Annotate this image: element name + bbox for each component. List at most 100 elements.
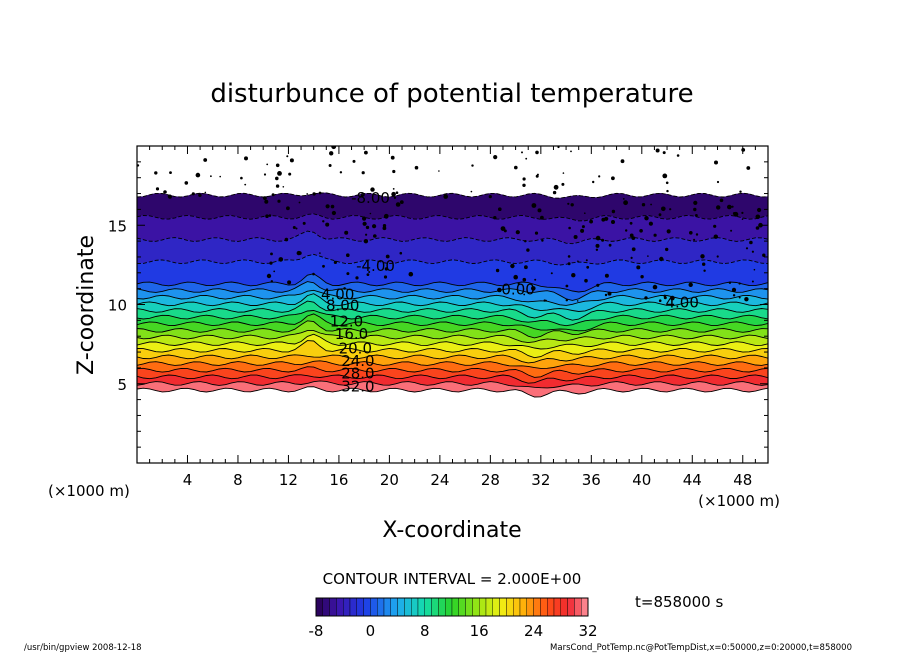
noise-speck — [288, 172, 292, 176]
x-unit-left: (×1000 m) — [48, 482, 130, 500]
noise-speck — [277, 199, 281, 203]
colorbar-tick-label: 0 — [366, 622, 376, 640]
noise-speck — [268, 214, 272, 217]
noise-speck — [493, 216, 497, 220]
noise-speck — [669, 208, 672, 211]
noise-speck — [497, 287, 502, 293]
noise-speck — [328, 164, 332, 167]
noise-speck — [665, 247, 669, 252]
noise-speck — [531, 286, 536, 291]
contour-label: 4.00 — [665, 293, 698, 311]
contour-label: 4.00 — [321, 286, 354, 304]
colorbar-segment — [349, 597, 358, 617]
noise-speck — [744, 297, 749, 302]
noise-speck — [757, 207, 762, 213]
contour-label: 0.00 — [501, 281, 534, 299]
noise-speck — [526, 248, 530, 252]
noise-speck — [471, 164, 474, 167]
chart-title: disturbunce of potential temperature — [210, 79, 693, 109]
plot-area — [137, 146, 768, 398]
noise-speck — [728, 281, 732, 284]
noise-speck — [531, 203, 537, 208]
colorbar-segment — [404, 597, 412, 617]
noise-speck — [514, 165, 518, 170]
noise-speck — [622, 198, 625, 200]
noise-speck — [399, 200, 404, 205]
noise-speck — [364, 150, 368, 155]
colorbar-segment — [499, 597, 507, 617]
colorbar-segment — [390, 597, 398, 617]
noise-speck — [695, 233, 699, 236]
noise-speck — [438, 170, 440, 172]
noise-speck — [592, 180, 595, 184]
noise-speck — [488, 195, 492, 199]
noise-speck — [595, 235, 601, 241]
noise-speck — [655, 148, 660, 153]
noise-speck — [751, 250, 755, 253]
y-tick-label: 10 — [108, 297, 127, 315]
contour-line — [137, 380, 768, 389]
noise-speck — [689, 231, 693, 235]
noise-speck — [339, 171, 343, 174]
x-tick-label: 20 — [380, 471, 399, 489]
noise-speck — [589, 219, 593, 224]
colorbar-segment — [513, 597, 521, 617]
noise-speck — [630, 256, 633, 259]
noise-speck — [275, 163, 280, 168]
noise-speck — [753, 268, 756, 271]
noise-speck — [284, 237, 289, 242]
noise-speck — [266, 163, 269, 166]
noise-speck — [370, 187, 375, 192]
y-tick-label: 15 — [108, 217, 127, 235]
noise-speck — [383, 213, 389, 219]
noise-speck — [584, 212, 586, 214]
contour-label: 8.00 — [326, 297, 359, 315]
colorbar-segment — [417, 597, 426, 617]
contour-label: 32.0 — [341, 377, 374, 395]
colorbar-segment — [336, 597, 344, 617]
noise-speck — [570, 203, 574, 207]
x-tick-label: 24 — [430, 471, 449, 489]
noise-speck — [700, 254, 705, 259]
contour-label: 16.0 — [335, 325, 368, 343]
noise-speck — [302, 221, 306, 225]
noise-speck — [263, 196, 267, 201]
noise-speck — [663, 296, 667, 300]
noise-specks — [137, 146, 766, 303]
noise-speck — [695, 214, 698, 217]
noise-speck — [567, 262, 571, 266]
noise-speck — [732, 294, 736, 297]
footer-right: MarsCond_PotTemp.nc@PotTempDist,x=0:5000… — [550, 643, 852, 653]
noise-speck — [716, 180, 720, 184]
x-tick-label: 44 — [683, 471, 702, 489]
contour-label: -4.00 — [356, 257, 395, 275]
colorbar-tick-label: 24 — [524, 622, 543, 640]
colorbar-segment — [567, 597, 575, 617]
colorbar-segment — [438, 597, 446, 617]
noise-speck — [693, 207, 697, 212]
noise-speck — [611, 209, 616, 214]
noise-speck — [625, 229, 628, 232]
noise-speck — [666, 189, 669, 193]
noise-speck — [392, 188, 395, 190]
contour-line — [137, 340, 768, 359]
noise-speck — [540, 215, 544, 220]
noise-speck — [567, 202, 570, 205]
noise-speck — [198, 193, 202, 197]
noise-speck — [653, 233, 657, 237]
noise-speck — [361, 171, 365, 175]
noise-speck — [365, 225, 370, 230]
noise-speck — [601, 238, 605, 242]
noise-speck — [541, 239, 544, 242]
colorbar-segment — [547, 597, 555, 617]
noise-speck — [282, 186, 285, 188]
noise-speck — [650, 203, 652, 206]
contour-line — [137, 366, 768, 378]
noise-speck — [644, 296, 648, 300]
noise-speck — [565, 284, 569, 288]
noise-speck — [719, 198, 724, 203]
x-tick-label: 28 — [481, 471, 500, 489]
x-tick-label: 8 — [233, 471, 243, 489]
contour-line — [137, 386, 768, 398]
noise-speck — [652, 284, 658, 290]
